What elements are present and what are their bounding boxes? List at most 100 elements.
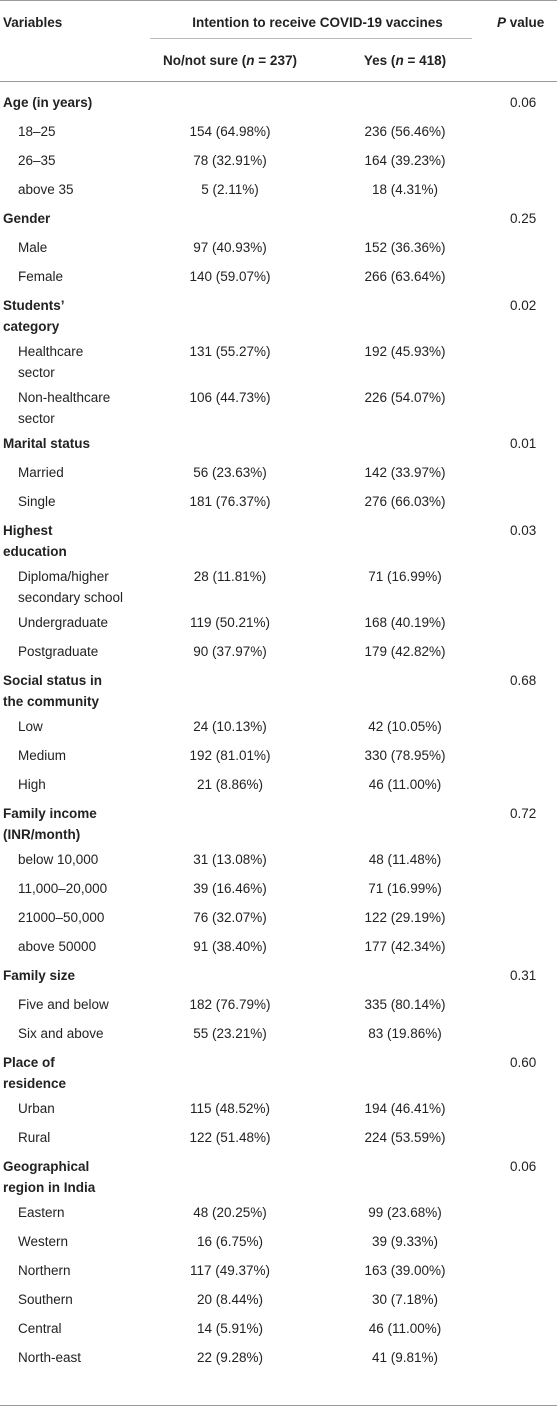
top-rule [0, 0, 557, 1]
row-label: Urban [18, 1101, 55, 1116]
group-label: Place of [3, 1055, 55, 1070]
p-value: 0.72 [510, 806, 537, 821]
cell-no-not-sure: 5 (2.11%) [201, 182, 259, 197]
row-label: Central [18, 1321, 62, 1336]
cell-no-not-sure: 106 (44.73%) [189, 390, 271, 405]
row-label: Eastern [18, 1205, 65, 1220]
p-value: 0.01 [510, 436, 537, 451]
cell-no-not-sure: 115 (48.52%) [189, 1101, 271, 1116]
cell-yes: 99 (23.68%) [368, 1205, 442, 1220]
row-label: Married [18, 465, 64, 480]
cell-no-not-sure: 78 (32.91%) [193, 153, 267, 168]
cell-yes: 168 (40.19%) [364, 615, 446, 630]
cell-yes: 142 (33.97%) [364, 465, 446, 480]
row-label: High [18, 777, 46, 792]
header-p-letter: P [497, 15, 507, 30]
cell-yes: 236 (56.46%) [364, 124, 446, 139]
cell-yes: 46 (11.00%) [368, 777, 442, 792]
row-label: Postgraduate [18, 644, 99, 659]
cell-yes: 48 (11.48%) [368, 852, 442, 867]
row-label: Diploma/higher [18, 569, 109, 584]
cell-no-not-sure: 31 (13.08%) [193, 852, 267, 867]
header-col-no-pre: No/not sure ( [163, 53, 247, 68]
group-label: Age (in years) [3, 95, 93, 110]
cell-yes: 266 (63.64%) [364, 269, 446, 284]
cell-no-not-sure: 182 (76.79%) [189, 997, 271, 1012]
cell-no-not-sure: 22 (9.28%) [196, 1350, 264, 1365]
p-value: 0.02 [510, 298, 537, 313]
cell-no-not-sure: 24 (10.13%) [193, 719, 267, 734]
cell-no-not-sure: 192 (81.01%) [189, 748, 271, 763]
cell-no-not-sure: 20 (8.44%) [196, 1292, 264, 1307]
cell-yes: 46 (11.00%) [368, 1321, 442, 1336]
row-label: Northern [18, 1263, 71, 1278]
row-label: 26–35 [18, 153, 56, 168]
header-variables: Variables [3, 15, 63, 30]
cell-no-not-sure: 76 (32.07%) [193, 910, 267, 925]
cell-yes: 224 (53.59%) [364, 1130, 446, 1145]
p-value: 0.06 [510, 1159, 537, 1174]
group-label: Geographical [3, 1159, 90, 1174]
cell-no-not-sure: 39 (16.46%) [193, 881, 267, 896]
group-label: Highest [3, 523, 53, 538]
header-col-yes-post: = 418) [403, 53, 447, 68]
cell-yes: 41 (9.81%) [371, 1350, 439, 1365]
group-label: Social status in [3, 673, 103, 688]
p-value: 0.06 [510, 95, 537, 110]
row-label: sector [18, 365, 55, 380]
cell-no-not-sure: 119 (50.21%) [189, 615, 271, 630]
cell-no-not-sure: 21 (8.86%) [196, 777, 264, 792]
header-col-no-post: = 237) [254, 53, 297, 68]
group-label: Family size [3, 968, 76, 983]
row-label: Five and below [18, 997, 109, 1012]
row-label: 21000–50,000 [18, 910, 105, 925]
group-label: Students’ [3, 298, 65, 313]
p-value: 0.60 [510, 1055, 537, 1070]
group-label: Family income [3, 806, 97, 821]
header-col-yes-pre: Yes ( [363, 53, 396, 68]
cell-no-not-sure: 28 (11.81%) [193, 569, 267, 584]
cell-yes: 164 (39.23%) [364, 153, 446, 168]
row-label: Southern [18, 1292, 73, 1307]
cell-no-not-sure: 48 (20.25%) [193, 1205, 267, 1220]
header-col-yes: Yes (n = 418) [330, 52, 480, 69]
cell-yes: 152 (36.36%) [364, 240, 446, 255]
cell-yes: 226 (54.07%) [364, 390, 446, 405]
row-label: above 50000 [18, 939, 97, 954]
header-p-value: P value [497, 14, 544, 31]
cell-yes: 42 (10.05%) [368, 719, 442, 734]
cell-yes: 179 (42.82%) [364, 644, 446, 659]
row-label: sector [18, 411, 55, 426]
row-label: Six and above [18, 1026, 104, 1041]
cell-yes: 30 (7.18%) [371, 1292, 439, 1307]
cell-yes: 71 (16.99%) [368, 569, 442, 584]
cell-no-not-sure: 154 (64.98%) [189, 124, 271, 139]
bottom-rule [0, 1405, 557, 1406]
cell-yes: 122 (29.19%) [364, 910, 446, 925]
p-value: 0.25 [510, 211, 537, 226]
cell-no-not-sure: 55 (23.21%) [193, 1026, 267, 1041]
p-value: 0.68 [510, 673, 537, 688]
cell-yes: 18 (4.31%) [371, 182, 439, 197]
cell-no-not-sure: 122 (51.48%) [189, 1130, 271, 1145]
cell-no-not-sure: 140 (59.07%) [189, 269, 271, 284]
row-label: Low [18, 719, 43, 734]
cell-yes: 330 (78.95%) [364, 748, 446, 763]
header-col-yes-n: n [395, 53, 404, 68]
group-label: category [3, 319, 60, 334]
group-label: region in India [3, 1180, 96, 1195]
row-label: Medium [18, 748, 67, 763]
row-label: 18–25 [18, 124, 56, 139]
cell-no-not-sure: 181 (76.37%) [189, 494, 271, 509]
cell-no-not-sure: 90 (37.97%) [193, 644, 267, 659]
row-label: North-east [18, 1350, 82, 1365]
row-label: Non-healthcare [18, 390, 111, 405]
row-label: below 10,000 [18, 852, 99, 867]
cell-yes: 177 (42.34%) [364, 939, 446, 954]
cell-yes: 194 (46.41%) [364, 1101, 446, 1116]
cell-no-not-sure: 14 (5.91%) [196, 1321, 264, 1336]
row-label: Single [18, 494, 56, 509]
header-bottom-rule [0, 81, 557, 82]
row-label: Female [18, 269, 64, 284]
